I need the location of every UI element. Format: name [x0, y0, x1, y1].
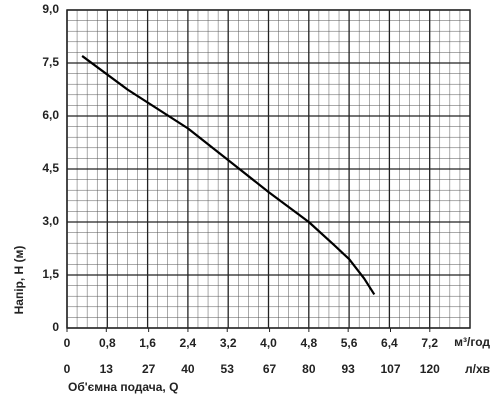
x-tick-label: 3,2 — [220, 336, 237, 350]
x2-tick-label: 107 — [380, 362, 400, 376]
x-unit: м³/год — [454, 335, 490, 349]
y-tick-label: 3,0 — [42, 214, 59, 228]
x-tick-label: 7,2 — [421, 336, 438, 350]
x-tick-label: 0,8 — [99, 336, 116, 350]
x-tick-label: 1,6 — [139, 336, 156, 350]
x2-tick-label: 0 — [64, 362, 71, 376]
x2-unit: л/хв — [465, 362, 490, 376]
y-tick-label: 7,5 — [42, 55, 59, 69]
y-tick-label: 1,5 — [42, 267, 59, 281]
x2-tick-label: 93 — [341, 362, 355, 376]
y-tick-label: 0 — [52, 320, 59, 334]
x2-tick-label: 40 — [181, 362, 195, 376]
y-tick-label: 6,0 — [42, 108, 59, 122]
curve — [81, 55, 376, 296]
y-axis-label: Напір, H (м) — [12, 246, 26, 315]
x-tick-label: 5,6 — [341, 336, 358, 350]
x2-tick-label: 67 — [263, 362, 277, 376]
x2-tick-label: 120 — [420, 362, 440, 376]
x-tick-label: 0 — [64, 336, 71, 350]
x2-tick-label: 13 — [100, 362, 114, 376]
x2-tick-label: 80 — [302, 362, 316, 376]
x-tick-label: 6,4 — [381, 336, 398, 350]
x2-tick-label: 27 — [142, 362, 156, 376]
x-tick-label: 2,4 — [180, 336, 197, 350]
x-tick-label: 4,0 — [260, 336, 277, 350]
x-axis-label: Об'ємна подача, Q — [68, 380, 178, 394]
y-tick-label: 4,5 — [42, 161, 59, 175]
x2-tick-label: 53 — [221, 362, 235, 376]
x-tick-label: 4,8 — [300, 336, 317, 350]
y-tick-label: 9,0 — [42, 2, 59, 16]
